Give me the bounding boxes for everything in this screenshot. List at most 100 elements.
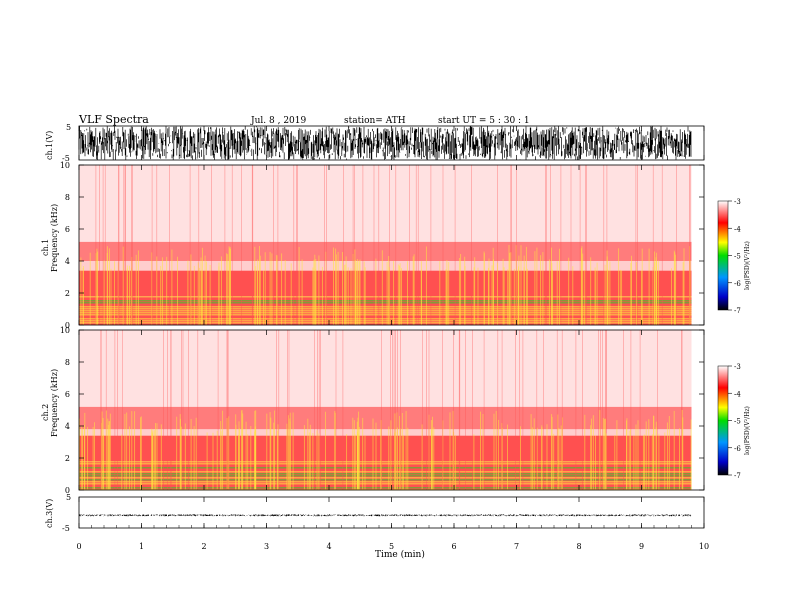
time-tick-label: 0 [76,542,81,551]
spectrogram-stripe [79,483,692,485]
spectrogram-stripe [79,298,692,300]
time-tick-label: 1 [139,542,144,551]
ch1-spectrogram-ylabel-frequency: Frequency (kHz) [50,204,59,272]
ch1-ytick-bottom: -5 [62,154,70,163]
ch2-colorbar-label: log(PSD)(V²/Hz) [744,406,751,455]
spectrogram-stripe [79,487,692,489]
waveform-line [78,126,692,160]
frequency-tick-label: 4 [65,257,70,266]
ch1-frequency-ticks: 0 2 4 6 8 10 [60,161,704,330]
time-tick-label: 4 [326,542,331,551]
frequency-tick-label: 10 [60,326,70,335]
colorbar-tick-label: -4 [734,225,741,233]
colorbar-tick-label: -7 [734,472,741,480]
frequency-tick-label: 6 [65,390,70,399]
spectrogram-stripe [79,473,692,475]
spectrogram-band [79,241,692,261]
date-label: Jul. 8 , 2019 [250,116,306,126]
ch1-colorbar: -3 -4 -5 -6 -7 log(PSD)(V²/Hz) [717,198,751,315]
time-tick-label: 6 [451,542,456,551]
ch1-colorbar-ticks: -3 -4 -5 -6 -7 [728,198,741,315]
spectrogram-stripe [79,312,692,314]
spectrogram-stripe [79,463,692,465]
ch2-colorbar: -3 -4 -5 -6 -7 log(PSD)(V²/Hz) [717,363,751,480]
ch2-spectrogram-ylabel-channel: ch.2 [41,404,50,421]
spectrogram-stripe [79,467,692,469]
ch2-colorbar-ticks: -3 -4 -5 -6 -7 [728,363,741,480]
frequency-tick-label: 2 [65,454,70,463]
spectrogram-band [79,165,692,242]
ch1-ytick-top: 5 [66,123,71,132]
waveform-line [79,514,692,517]
spectrogram-stripe [79,296,692,298]
frequency-tick-label: 0 [65,486,70,495]
colorbar-tick-label: -6 [734,445,741,453]
spectrogram-stripe [79,318,692,320]
ch2-spectrogram-panel: 0 2 4 6 8 10 ch.2 Frequency (kHz) [41,326,705,495]
colorbar-tick-label: -7 [734,307,741,315]
spectrogram-stripe [79,461,692,463]
time-tick-label: 10 [699,542,709,551]
colorbar-tick-label: -5 [734,253,741,261]
time-tick-label: 8 [576,542,581,551]
spectrogram-stripe [79,314,692,316]
frequency-tick-label: 6 [65,225,70,234]
ch1-waveform-trace [78,126,692,160]
time-axis-label: Time (min) [375,549,425,560]
time-tick-label: 3 [264,542,269,551]
ch3-waveform-trace [79,514,692,517]
ch2-spectrogram-ylabel-frequency: Frequency (kHz) [50,369,59,437]
spectrogram-stripe [79,485,692,487]
time-tick-label: 9 [639,542,644,551]
spectrogram-stripe [79,304,692,306]
spectrogram-stripe [79,302,692,304]
colorbar-tick-label: -3 [734,363,741,371]
spectrogram-stripe [79,481,692,483]
spectrogram-stripe [79,300,692,302]
spectrogram-stripe [79,469,692,471]
time-axis-ticks: 0 1 2 3 4 5 6 7 8 9 10 [76,126,709,551]
spectrogram-band [79,406,692,430]
start-time-label: start UT = 5 : 30 : 1 [438,116,530,126]
ch2-spectrogram-heatmap [79,330,692,491]
spectrogram-stripe [79,477,692,479]
ch3-ylabel: ch.3(V) [45,499,54,528]
spectrogram-stripe [79,316,692,318]
spectrogram-stripe [79,475,692,477]
ch1-ylabel: ch.1(V) [45,131,54,160]
ch3-waveform-panel: 5 -5 ch.3(V) 0 1 2 3 4 5 6 7 8 9 10 Time (min) [45,126,709,560]
spectrogram-stripe [79,471,692,473]
frequency-tick-label: 10 [60,161,70,170]
spectrogram-band [79,429,692,436]
ch3-ytick-bottom: -5 [62,524,70,533]
spectrogram-band [79,261,692,271]
station-label: station= ATH [344,116,406,126]
ch1-waveform-panel: 5 -5 ch.1(V) [45,123,705,163]
spectrogram-stripe [79,322,692,324]
ch1-spectrogram-heatmap [79,165,692,326]
ch1-spectrogram-ylabel-channel: ch.1 [41,239,50,256]
spectrogram-stripe [79,320,692,322]
time-tick-label: 2 [201,542,206,551]
spectrogram-stripe [79,479,692,481]
ch1-colorbar-gradient [717,200,729,311]
ch1-spectrogram-panel: 0 2 4 6 8 10 ch.1 Frequency (kHz) [41,161,705,330]
time-tick-label: 7 [514,542,519,551]
time-tick-label: 5 [389,542,394,551]
spectrogram-stripe [79,310,692,312]
frequency-tick-label: 0 [65,321,70,330]
spectrogram-band [79,270,692,297]
frequency-tick-label: 2 [65,289,70,298]
colorbar-tick-label: -5 [734,418,741,426]
spectrogram-stripe [79,465,692,467]
ch1-colorbar-label: log(PSD)(V²/Hz) [744,241,751,290]
colorbar-tick-label: -3 [734,198,741,206]
colorbar-tick-label: -6 [734,280,741,288]
ch2-colorbar-gradient [717,365,729,476]
spectrogram-stripe [79,308,692,310]
spectrogram-stripe [79,306,692,308]
colorbar-tick-label: -4 [734,390,741,398]
frequency-tick-label: 8 [65,193,70,202]
ch2-frequency-ticks: 0 2 4 6 8 10 [60,326,704,495]
